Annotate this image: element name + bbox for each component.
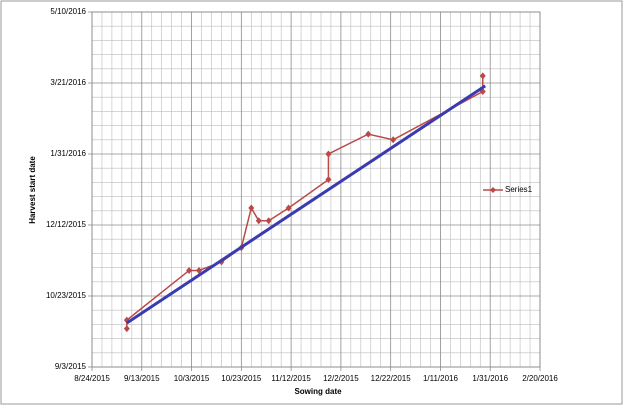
data-point	[325, 150, 332, 158]
y-tick-label: 5/10/2016	[50, 7, 86, 16]
x-axis-title: Sowing date	[294, 387, 342, 396]
data-point	[123, 325, 130, 333]
x-tick-label: 11/12/2015	[271, 374, 311, 383]
y-tick-label: 9/3/2015	[55, 362, 87, 371]
x-tick-label: 10/3/2015	[174, 374, 210, 383]
y-axis-title: Harvest start date	[28, 156, 37, 224]
y-tick-label: 3/21/2016	[50, 78, 86, 87]
y-tick-label: 12/12/2015	[46, 220, 87, 229]
y-tick-label: 10/23/2015	[46, 291, 87, 300]
data-point	[265, 217, 272, 225]
x-tick-label: 12/2/2015	[323, 374, 359, 383]
x-tick-label: 12/22/2015	[371, 374, 412, 383]
data-point	[196, 266, 203, 274]
x-tick-label: 10/23/2015	[221, 374, 262, 383]
data-point	[390, 136, 397, 144]
data-point	[186, 266, 193, 274]
plot-border	[91, 11, 541, 368]
data-point	[248, 204, 255, 212]
data-point	[255, 217, 262, 225]
legend-label: Series1	[505, 185, 533, 194]
data-point	[365, 130, 372, 138]
trendline	[126, 84, 487, 325]
x-tick-label: 9/13/2015	[124, 374, 160, 383]
legend-marker	[490, 187, 496, 193]
x-tick-label: 1/11/2016	[423, 374, 459, 383]
y-tick-label: 1/31/2016	[50, 149, 86, 158]
series-line	[126, 75, 484, 329]
data-point	[325, 176, 332, 184]
x-tick-label: 2/20/2016	[522, 374, 558, 383]
x-tick-label: 1/31/2016	[472, 374, 508, 383]
data-point	[285, 204, 292, 212]
data-point	[123, 316, 130, 324]
x-tick-label: 8/24/2015	[74, 374, 110, 383]
data-point	[479, 72, 486, 80]
